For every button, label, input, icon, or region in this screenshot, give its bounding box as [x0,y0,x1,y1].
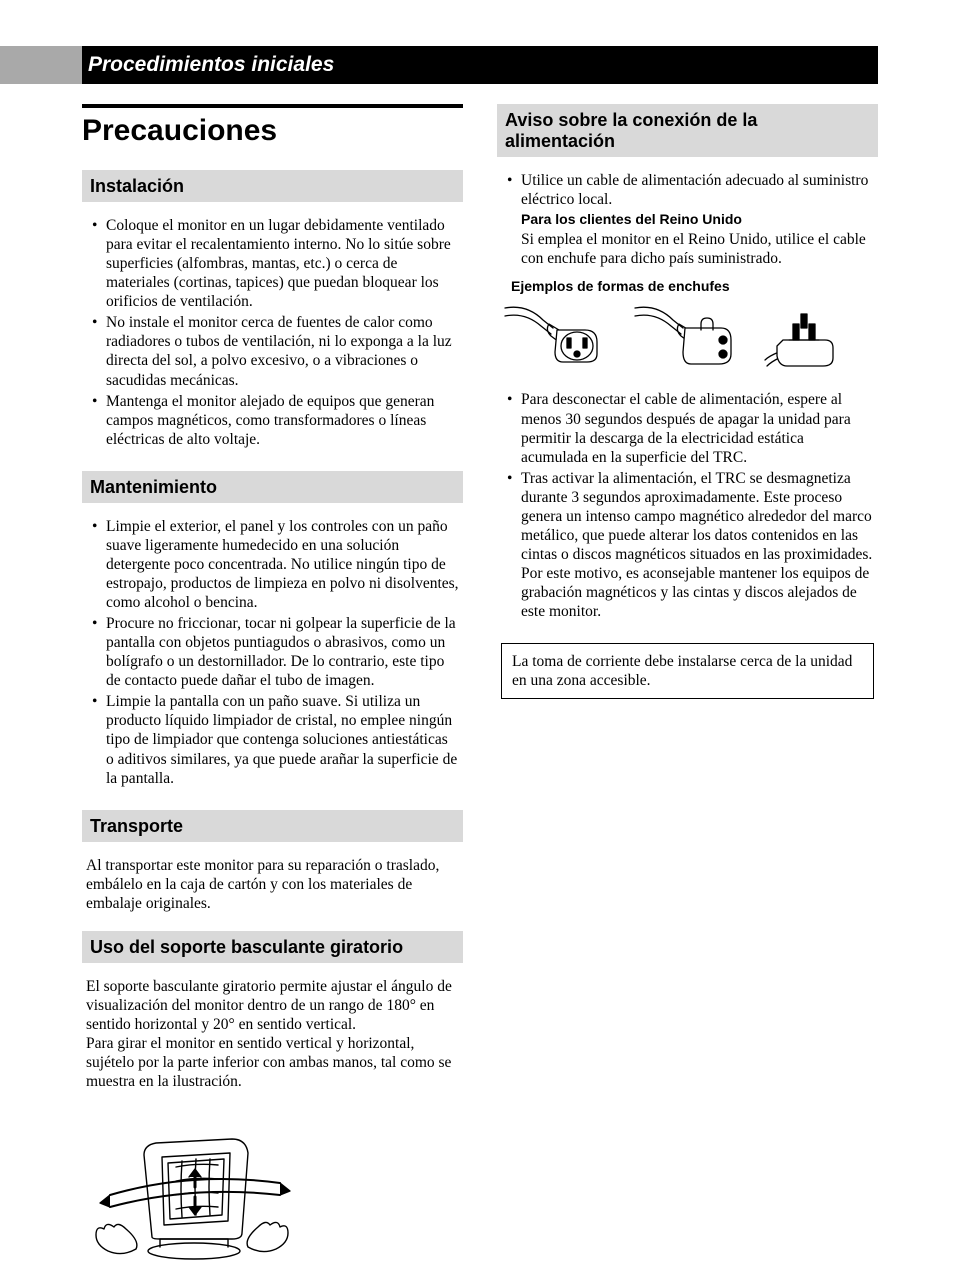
title-rule [82,104,463,108]
plug-eu-icon [631,300,741,370]
list-item: Procure no friccionar, tocar ni golpear … [92,614,459,690]
plug-examples-heading: Ejemplos de formas de enchufes [511,278,878,294]
heading-transporte: Transporte [82,810,463,842]
para-transporte: Al transportar este monitor para su repa… [82,856,463,913]
tilt-swivel-illustration [82,1109,463,1269]
plug-us-icon [501,300,611,370]
para-soporte: El soporte basculante giratorio permite … [82,977,463,1091]
heading-soporte: Uso del soporte basculante giratorio [82,931,463,963]
outlet-note-text: La toma de corriente debe instalarse cer… [512,653,852,689]
uk-subheading: Para los clientes del Reino Unido [521,211,874,228]
list-instalacion: Coloque el monitor en un lugar debidamen… [82,216,463,449]
list-mantenimiento: Limpie el exterior, el panel y los contr… [82,517,463,788]
heading-instalacion: Instalación [82,170,463,202]
list-item: Limpie la pantalla con un paño suave. Si… [92,692,459,787]
plug-illustrations [501,300,878,370]
aviso-lead-text: Utilice un cable de alimentación adecuad… [521,172,868,208]
list-item: Coloque el monitor en un lugar debidamen… [92,216,459,311]
list-aviso-bottom: Para desconectar el cable de alimentació… [497,390,878,621]
outlet-note-box: La toma de corriente debe instalarse cer… [501,643,874,699]
heading-mantenimiento: Mantenimiento [82,471,463,503]
page: Procedimientos iniciales Precauciones In… [0,0,954,1272]
right-column: Aviso sobre la conexión de la alimentaci… [497,104,878,1232]
breadcrumb: Procedimientos iniciales [88,53,334,76]
uk-text: Si emplea el monitor en el Reino Unido, … [521,231,866,267]
content-area: Precauciones Instalación Coloque el moni… [82,104,878,1232]
side-tab [0,46,82,84]
list-item: No instale el monitor cerca de fuentes d… [92,313,459,389]
list-item: Utilice un cable de alimentación adecuad… [507,171,874,268]
list-item: Tras activar la alimentación, el TRC se … [507,469,874,622]
list-item: Limpie el exterior, el panel y los contr… [92,517,459,612]
header-bar: Procedimientos iniciales [82,46,878,84]
left-column: Precauciones Instalación Coloque el moni… [82,104,463,1232]
heading-aviso: Aviso sobre la conexión de la alimentaci… [497,104,878,157]
plug-uk-icon [761,300,845,370]
monitor-tilt-icon [82,1109,302,1269]
list-item: Para desconectar el cable de alimentació… [507,390,874,466]
list-aviso-top: Utilice un cable de alimentación adecuad… [497,171,878,268]
uk-block: Para los clientes del Reino Unido Si emp… [521,211,874,267]
list-item: Mantenga el monitor alejado de equipos q… [92,392,459,449]
page-title: Precauciones [82,114,463,148]
